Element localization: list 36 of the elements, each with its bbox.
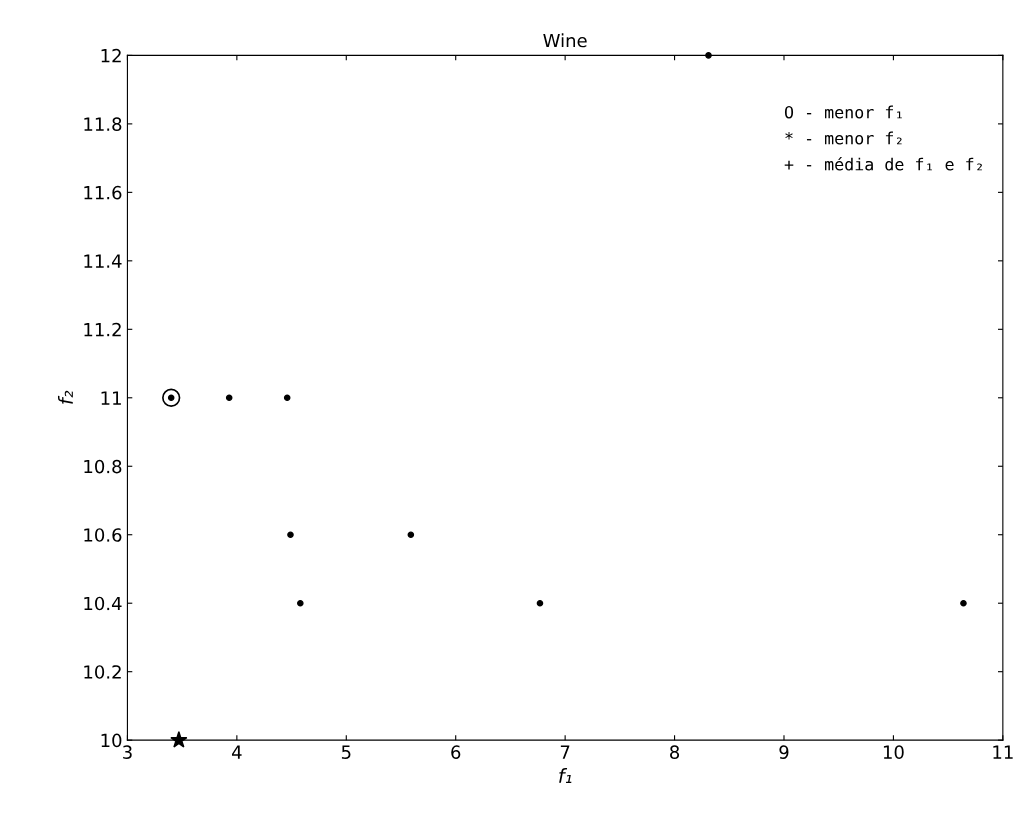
x-tick-label: 8 [670,745,680,759]
y-tick-label: 10.4 [84,596,122,611]
point [705,52,712,59]
annotation: * - menor f₂ [785,131,902,145]
y-tick-label: 11.2 [84,322,121,337]
x-tick-label: 5 [341,745,351,759]
point [287,531,294,539]
chart-title: Wine [543,33,587,48]
x-tick-label: 7 [560,745,570,759]
y-tick-label: 11.4 [84,254,122,268]
y-tick-label: 10 [101,733,122,748]
point [407,531,415,539]
point [297,599,304,607]
y-axis-title: f₂ [57,390,73,404]
annotation: O - menor f₁ [784,105,902,119]
y-tick-label: 11 [101,391,121,405]
y-tick-label: 11.8 [84,117,122,131]
y-tick-label: 10.2 [84,665,121,679]
x-tick-label: 4 [231,745,242,759]
y-tick-label: 10.6 [84,528,122,542]
point [170,731,188,748]
y-tick-label: 10.8 [84,459,122,474]
point [960,599,967,607]
point [162,388,181,407]
x-tick-label: 9 [779,745,789,759]
point [225,394,233,402]
x-tick-label: 10 [883,745,904,759]
y-tick-label: 11.6 [84,185,122,200]
x-tick-label: 11 [993,745,1013,759]
point [536,599,544,607]
x-tick-label: 3 [123,745,132,759]
x-axis-title: f₁ [559,768,572,783]
annotation: + - média de f₁ e f₂ [784,156,982,171]
point [283,394,291,402]
x-tick-label: 6 [451,745,461,759]
y-tick-label: 12 [101,48,121,63]
